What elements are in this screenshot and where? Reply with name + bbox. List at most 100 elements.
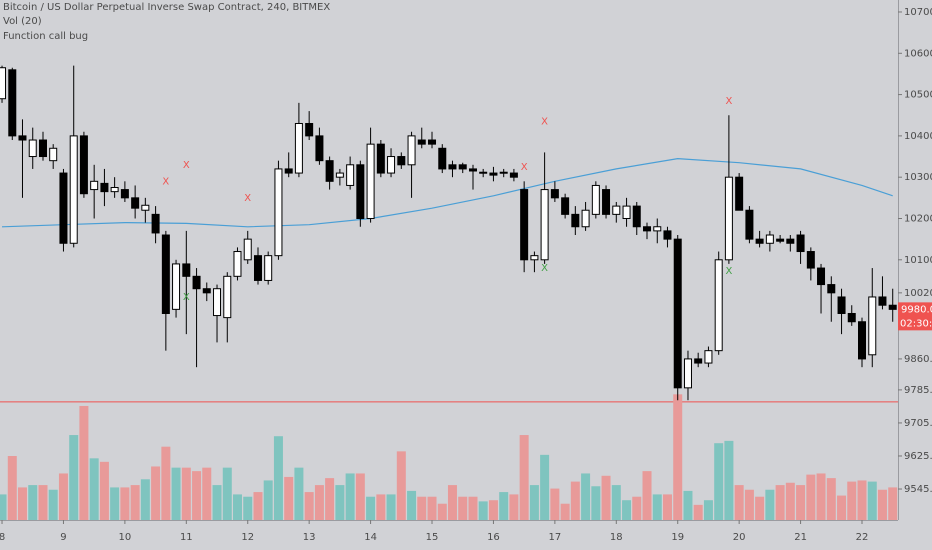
- volume-bar: [519, 435, 529, 520]
- x-tick-label: 21: [794, 532, 807, 543]
- volume-bar: [877, 489, 887, 520]
- y-tick-label: 10400.0: [904, 131, 932, 142]
- candle-body: [305, 122, 314, 137]
- volume-bar: [151, 466, 161, 520]
- volume-bar: [581, 473, 591, 520]
- candle-body: [653, 226, 662, 232]
- volume-bar: [703, 500, 713, 520]
- volume-bar: [734, 485, 744, 520]
- y-tick-label: 9625.0: [904, 451, 932, 462]
- candle-body: [387, 156, 396, 174]
- candle-body: [407, 135, 416, 166]
- candle-body: [858, 321, 867, 360]
- volume-bar: [693, 504, 703, 520]
- volume-bar: [560, 503, 570, 520]
- volume-bar: [273, 436, 283, 520]
- volume-bar: [110, 487, 120, 520]
- candle-body: [18, 135, 27, 141]
- volume-bar: [161, 446, 171, 520]
- candle-body: [325, 160, 334, 182]
- x-tick-label: 18: [610, 532, 623, 543]
- volume-bar: [0, 494, 7, 520]
- volume-bar: [7, 456, 17, 520]
- candle-body: [540, 189, 549, 261]
- y-tick-label: 10300.0: [904, 172, 932, 183]
- volume-bar: [69, 435, 79, 520]
- volume-bar: [17, 487, 27, 520]
- x-tick-label: 22: [856, 532, 869, 543]
- candle-body: [673, 238, 682, 389]
- candle-body: [786, 238, 795, 244]
- volume-bar: [755, 496, 765, 520]
- y-tick-label: 10500.0: [904, 90, 932, 101]
- candle-body: [28, 139, 37, 158]
- volume-bar: [775, 485, 785, 520]
- chart-title: Bitcoin / US Dollar Perpetual Inverse Sw…: [3, 2, 330, 13]
- y-tick-label: 10700.0: [904, 7, 932, 18]
- volume-bar: [642, 471, 652, 520]
- candle-body: [0, 67, 7, 100]
- volume-bar: [58, 473, 68, 520]
- candle-body: [509, 172, 518, 178]
- candle-body: [8, 69, 17, 137]
- candle-body: [49, 147, 58, 162]
- candle-body: [213, 288, 222, 317]
- volume-bar: [253, 492, 263, 520]
- volume-bar: [458, 496, 468, 520]
- candle-body: [878, 296, 887, 306]
- volume-bar: [202, 467, 212, 520]
- volume-bar: [509, 494, 519, 520]
- x-tick-label: 17: [549, 532, 562, 543]
- y-tick-label: 10200.0: [904, 213, 932, 224]
- volume-bar: [294, 467, 304, 520]
- candle-body: [376, 143, 385, 174]
- volume-bar: [785, 482, 795, 520]
- candle-body: [458, 164, 467, 170]
- volume-bar: [355, 473, 365, 520]
- volume-bar: [540, 454, 550, 520]
- volume-title: Vol (20): [3, 16, 42, 27]
- volume-bar: [243, 496, 253, 520]
- x-tick-label: 13: [303, 532, 316, 543]
- x-tick-label: 8: [0, 532, 5, 543]
- candle-body: [253, 255, 262, 281]
- volume-bar: [407, 490, 417, 520]
- last-price-label: 9980.0: [901, 304, 932, 315]
- volume-bar: [427, 496, 437, 520]
- candle-body: [591, 184, 600, 215]
- volume-bar: [683, 490, 693, 520]
- x-tick-label: 19: [671, 532, 684, 543]
- candle-body: [499, 171, 508, 174]
- volume-bar: [140, 479, 150, 520]
- sell-signal: X: [183, 160, 190, 171]
- volume-bar: [806, 474, 816, 520]
- candle-body: [223, 275, 232, 319]
- candle-body: [69, 135, 78, 244]
- volume-bar: [632, 496, 642, 520]
- candle-body: [243, 238, 252, 261]
- candle-body: [530, 255, 539, 261]
- candle-body: [612, 205, 621, 215]
- y-tick-label: 10020.0: [904, 288, 932, 299]
- volume-bar: [366, 496, 376, 520]
- volume-bar: [99, 461, 109, 520]
- candle-body: [796, 234, 805, 253]
- volume-bar: [826, 478, 836, 520]
- last-price-badge: [898, 302, 932, 331]
- y-tick-label: 9705.0: [904, 418, 932, 429]
- buy-signal: X: [725, 266, 732, 277]
- candle-body: [428, 139, 437, 145]
- candle-body: [806, 251, 815, 269]
- candle-body: [724, 176, 733, 261]
- candle-body: [704, 350, 713, 364]
- volume-bar: [867, 481, 877, 520]
- candle-body: [755, 238, 764, 244]
- candle-body: [837, 296, 846, 314]
- volume-bar: [622, 500, 632, 520]
- volume-bar: [171, 467, 181, 520]
- volume-bar: [212, 485, 222, 520]
- volume-bar: [222, 467, 232, 520]
- candle-body: [663, 230, 672, 240]
- volume-bar: [28, 485, 38, 520]
